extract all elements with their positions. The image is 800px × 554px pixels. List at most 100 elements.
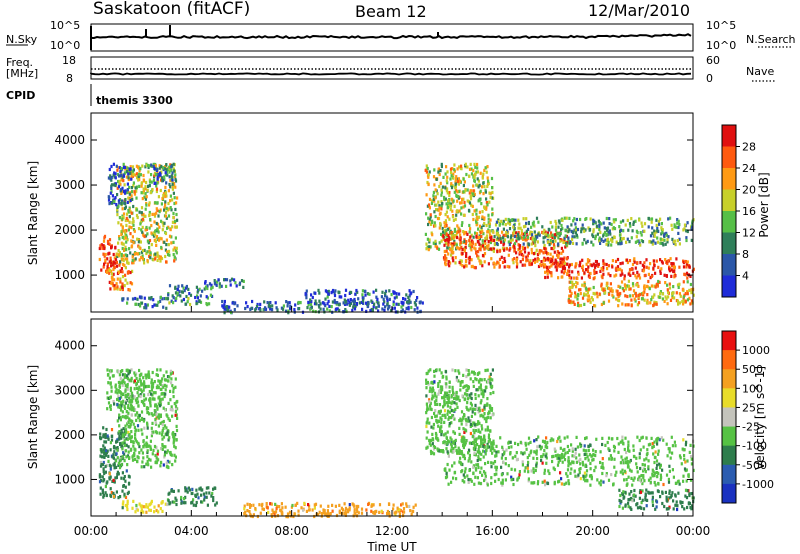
colorbar-tick-label: 16	[742, 205, 756, 218]
heatmap-cell	[446, 170, 449, 174]
heatmap-cell	[490, 247, 493, 251]
heatmap-cell	[472, 407, 475, 411]
heatmap-cell	[142, 376, 145, 380]
heatmap-cell	[102, 493, 105, 497]
heatmap-cell	[604, 238, 607, 242]
heatmap-cell	[466, 232, 469, 236]
heatmap-cell	[114, 182, 118, 186]
heatmap-cell	[116, 252, 119, 257]
heatmap-cell	[337, 303, 340, 307]
heatmap-cell	[486, 245, 489, 249]
heatmap-cell	[377, 304, 380, 308]
heatmap-cell	[507, 217, 510, 222]
heatmap-cell	[153, 303, 156, 307]
heatmap-cell	[444, 222, 447, 226]
heatmap-cell	[115, 164, 118, 168]
heatmap-cell	[430, 388, 433, 392]
heatmap-cell	[553, 250, 556, 254]
heatmap-cell	[485, 416, 488, 420]
heatmap-cell	[450, 202, 453, 206]
heatmap-cell	[383, 308, 386, 312]
heatmap-cell	[522, 254, 525, 258]
heatmap-cell	[502, 236, 505, 240]
heatmap-cell	[159, 507, 162, 511]
heatmap-cell	[177, 489, 180, 493]
heatmap-cell	[628, 259, 632, 263]
heatmap-cell	[140, 372, 143, 376]
heatmap-cell	[121, 506, 124, 510]
heatmap-cell	[448, 201, 451, 205]
heatmap-cell	[133, 408, 137, 412]
heatmap-cell	[567, 299, 570, 303]
heatmap-cell	[443, 197, 446, 201]
heatmap-cell	[355, 507, 359, 512]
heatmap-cell	[135, 440, 138, 444]
heatmap-cell	[433, 374, 436, 378]
heatmap-cell	[464, 259, 468, 264]
heatmap-cell	[530, 242, 533, 246]
heatmap-cell	[107, 459, 110, 463]
heatmap-cell	[381, 290, 384, 294]
heatmap-cell	[110, 369, 113, 373]
heatmap-cell	[126, 383, 129, 387]
heatmap-cell	[443, 409, 447, 413]
heatmap-cell	[159, 387, 162, 391]
heatmap-cell	[175, 201, 178, 205]
heatmap-cell	[256, 302, 259, 307]
heatmap-cell	[120, 395, 123, 399]
heatmap-cell	[483, 239, 487, 244]
heatmap-cell	[486, 203, 489, 207]
heatmap-cell	[153, 380, 156, 384]
heatmap-cell	[655, 223, 658, 227]
heatmap-cell	[116, 472, 119, 476]
heatmap-cell	[544, 483, 547, 487]
colorbar-segment	[722, 168, 736, 190]
heatmap-cell	[670, 262, 673, 266]
heatmap-cell	[535, 438, 538, 442]
heatmap-cell	[111, 282, 114, 286]
heatmap-cell	[483, 168, 486, 172]
heatmap-cell	[392, 303, 395, 307]
heatmap-cell	[271, 304, 274, 308]
heatmap-cell	[428, 218, 431, 222]
heatmap-cell	[144, 197, 147, 201]
heatmap-cell	[430, 415, 433, 420]
heatmap-cell	[616, 257, 620, 262]
heatmap-cell	[143, 465, 146, 469]
heatmap-cell	[592, 285, 595, 290]
heatmap-cell	[107, 401, 111, 405]
heatmap-cell	[259, 302, 262, 306]
heatmap-cell	[533, 237, 536, 241]
nsearch-label: N.Search	[746, 33, 796, 46]
heatmap-cell	[308, 508, 311, 512]
heatmap-cell	[117, 253, 120, 257]
heatmap-cell	[583, 271, 586, 275]
heatmap-cell	[113, 175, 116, 179]
heatmap-cell	[172, 240, 175, 244]
heatmap-cell	[467, 369, 470, 373]
heatmap-cell	[450, 408, 453, 413]
heatmap-cell	[114, 172, 117, 176]
heatmap-cell	[414, 503, 417, 507]
heatmap-cell	[120, 476, 123, 480]
heatmap-cell	[473, 431, 476, 435]
heatmap-cell	[600, 282, 603, 286]
heatmap-cell	[671, 264, 674, 268]
heatmap-cell	[561, 260, 564, 264]
heatmap-cell	[408, 504, 411, 509]
heatmap-cell	[514, 218, 517, 222]
heatmap-cell	[425, 436, 428, 440]
heatmap-cell	[483, 216, 486, 220]
heatmap-cell	[288, 301, 291, 305]
heatmap-cell	[162, 192, 165, 196]
heatmap-cell	[428, 238, 431, 242]
heatmap-cell	[147, 375, 150, 379]
heatmap-cell	[112, 267, 115, 272]
heatmap-cell	[477, 420, 480, 424]
heatmap-cell	[134, 438, 137, 442]
heatmap-cell	[115, 264, 119, 268]
heatmap-cell	[638, 241, 641, 245]
heatmap-cell	[490, 481, 493, 486]
heatmap-cell	[317, 288, 320, 292]
heatmap-cell	[387, 502, 391, 506]
